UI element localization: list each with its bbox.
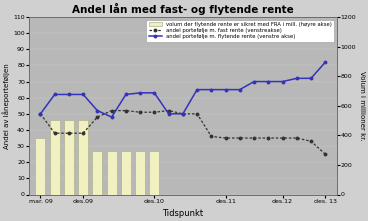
Bar — [121, 151, 131, 194]
Bar — [149, 151, 159, 194]
Y-axis label: Volum i millioner kr.: Volum i millioner kr. — [359, 71, 365, 141]
Bar — [78, 120, 88, 194]
X-axis label: Tidspunkt: Tidspunkt — [162, 209, 204, 218]
Bar — [50, 120, 60, 194]
Bar — [135, 151, 145, 194]
Bar — [107, 151, 117, 194]
Title: Andel lån med fast- og flytende rente: Andel lån med fast- og flytende rente — [72, 3, 294, 15]
Bar — [35, 138, 45, 194]
Y-axis label: Andel av låneporteføljen: Andel av låneporteføljen — [3, 63, 10, 149]
Bar — [64, 120, 74, 194]
Legend: volum der flytende rente er sikret med FRA i mill. (høyre akse), andel portefølj: volum der flytende rente er sikret med F… — [146, 20, 334, 42]
Bar — [92, 151, 102, 194]
